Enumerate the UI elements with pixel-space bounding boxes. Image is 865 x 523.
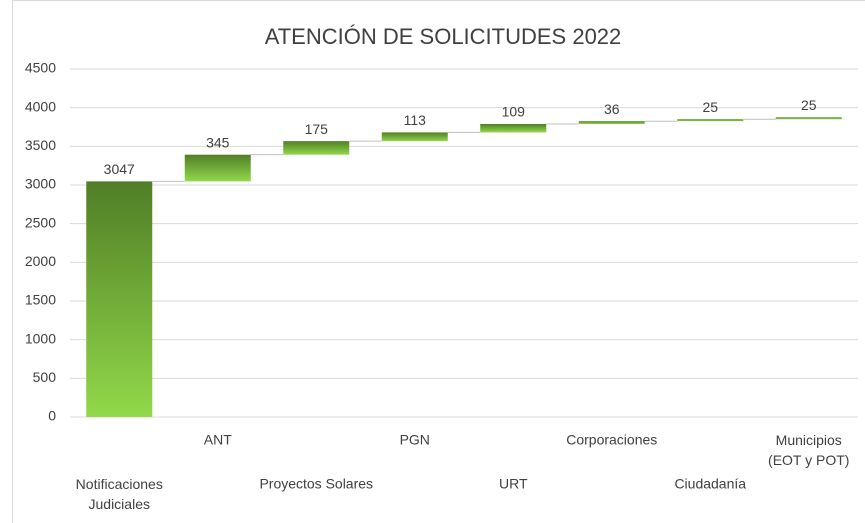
x-tick-label: Ciudadanía [674, 476, 746, 492]
x-tick-label: PGN [400, 432, 430, 448]
x-tick-label: URT [499, 476, 528, 492]
y-tick-label: 3500 [25, 137, 56, 153]
bar [184, 154, 251, 182]
data-label: 113 [404, 112, 427, 128]
y-tick-label: 1500 [25, 292, 56, 308]
bar [480, 123, 547, 133]
data-label: 25 [702, 99, 718, 115]
y-tick-label: 3000 [25, 176, 56, 192]
y-tick-label: 2500 [25, 214, 56, 230]
x-tick-label: Notificaciones Judiciales [76, 476, 163, 512]
y-tick-label: 0 [48, 408, 56, 424]
data-label: 36 [604, 101, 620, 117]
data-label: 25 [801, 97, 817, 113]
y-tick-label: 4000 [25, 98, 56, 114]
x-tick-label: ANT [204, 432, 232, 448]
y-tick-label: 1000 [25, 330, 56, 346]
bar [283, 141, 350, 155]
data-label: 109 [502, 104, 526, 120]
bar [578, 121, 645, 124]
data-label: 3047 [104, 161, 135, 177]
y-tick-label: 2000 [25, 253, 56, 269]
bar [381, 132, 448, 142]
data-label: 175 [305, 121, 329, 137]
bar [677, 119, 744, 122]
y-tick-label: 500 [33, 369, 57, 385]
chart-frame [12, 0, 865, 523]
y-tick-label: 4500 [25, 60, 56, 76]
bar [775, 117, 842, 120]
data-label: 345 [206, 134, 230, 150]
x-tick-label: Corporaciones [566, 432, 657, 448]
bar [86, 181, 153, 417]
x-tick-label: Proyectos Solares [259, 476, 373, 492]
x-tick-label: Municipios (EOT y POT) [768, 432, 849, 468]
chart-title: ATENCIÓN DE SOLICITUDES 2022 [265, 24, 622, 49]
